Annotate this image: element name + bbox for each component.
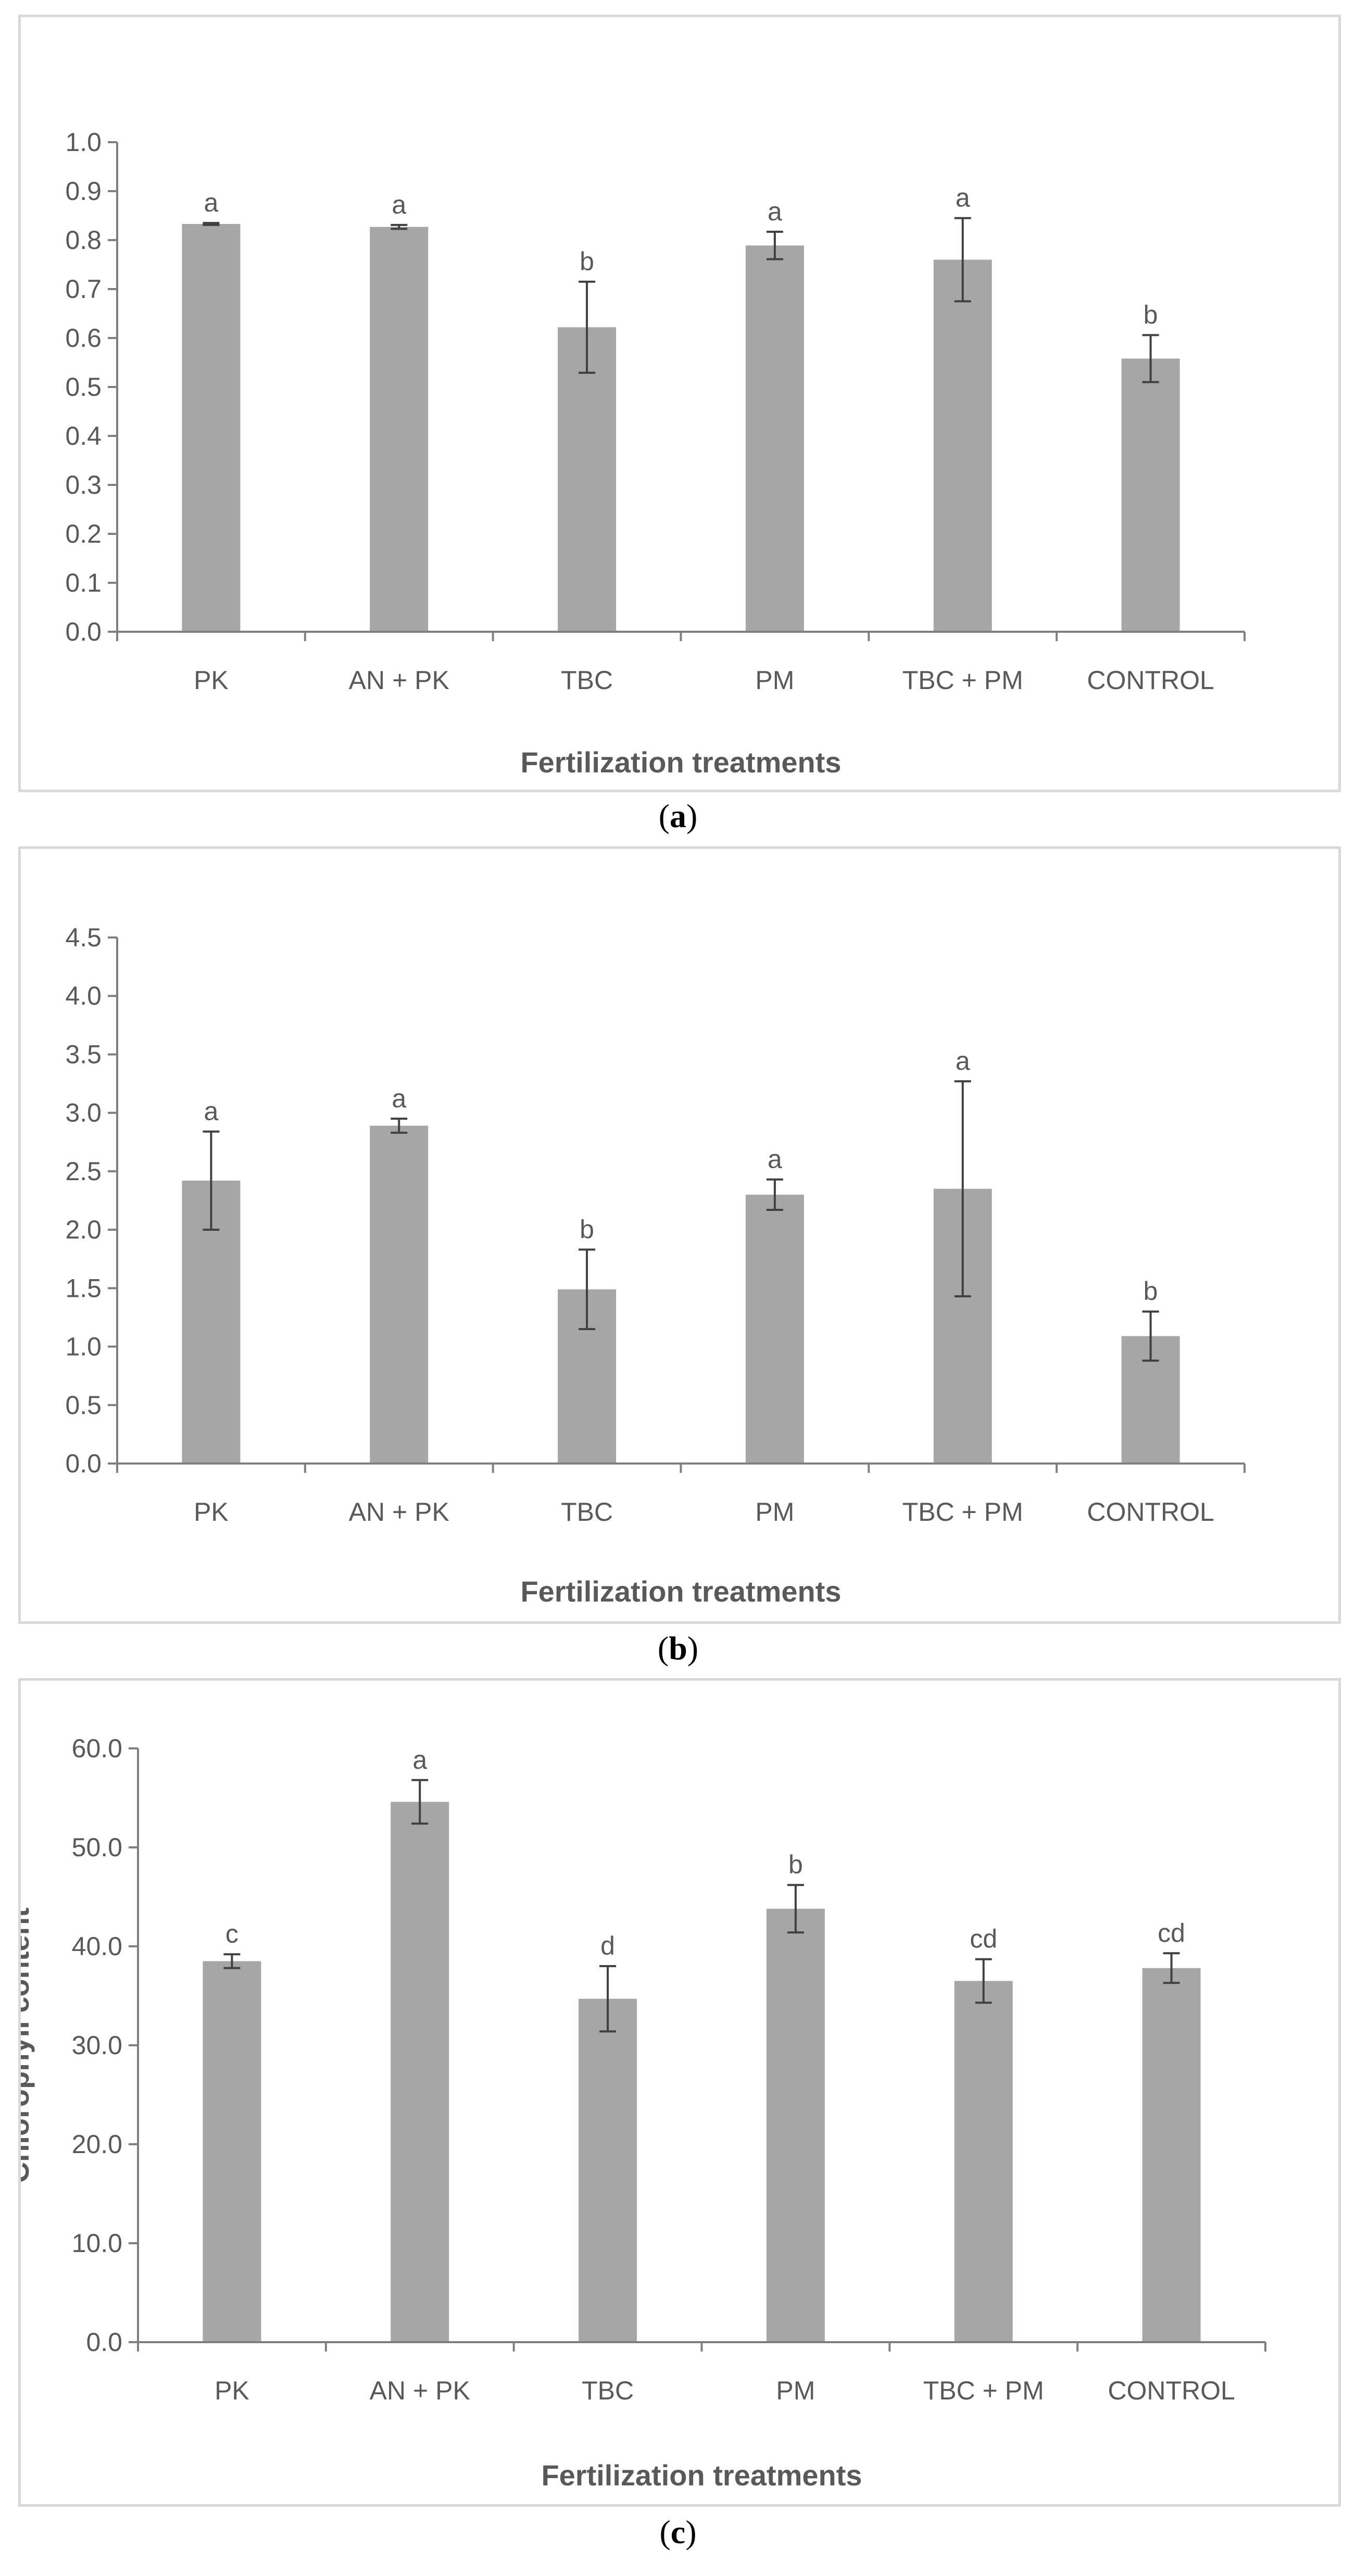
significance-letter: cd: [970, 1924, 997, 1954]
significance-letter: a: [392, 190, 406, 219]
caption-b: (b): [657, 1630, 699, 1667]
bar: [203, 1961, 261, 2342]
bar: [370, 227, 429, 632]
significance-letter: b: [1144, 1277, 1158, 1306]
y-tick-label: 1.0: [65, 128, 102, 157]
x-tick-label: TBC + PM: [923, 2376, 1044, 2405]
y-tick-label: 0.5: [65, 1391, 102, 1420]
chart-a: 0.0 0.1 0.2 0.3 0.4 0.5 0.6 0.7 0.8 0.9 1.0 a PK a AN …: [65, 128, 1246, 779]
significance-letter: c: [225, 1919, 238, 1948]
significance-letter: a: [768, 197, 782, 226]
x-tick-label: CONTROL: [1108, 2376, 1235, 2405]
significance-letter: a: [768, 1145, 782, 1174]
y-tick-label: 2.5: [65, 1157, 102, 1186]
x-tick-label: TBC + PM: [902, 666, 1023, 695]
y-tick-label: 10.0: [72, 2229, 122, 2258]
x-axis-title: Fertilization treatments: [541, 2459, 862, 2492]
chart-c: 0.0 10.0 20.0 30.0 40.0 50.0 60.0 c PK a AN + PK d T…: [21, 1734, 1266, 2492]
significance-letter: b: [580, 247, 594, 276]
x-tick-label: CONTROL: [1087, 1497, 1214, 1527]
x-tick-label: PM: [776, 2376, 815, 2405]
x-tick-label: PK: [215, 2376, 249, 2405]
y-tick-label: 0.7: [65, 274, 102, 304]
x-axis-title: Fertilization treatments: [520, 746, 841, 779]
y-tick-label: 40.0: [72, 1932, 122, 1961]
x-tick-label: PK: [194, 666, 229, 695]
chart-b: 0.0 0.5 1.0 1.5 2.0 2.5 3.0 3.5 4.0 4.5 a PK a AN + P…: [65, 923, 1246, 1608]
bar: [933, 259, 992, 632]
significance-letter: b: [580, 1215, 594, 1244]
y-tick-label: 0.9: [65, 177, 102, 206]
y-tick-label: 0.0: [86, 2328, 122, 2357]
significance-letter: b: [1144, 300, 1158, 329]
y-tick-label: 0.0: [65, 1449, 102, 1478]
significance-letter: d: [600, 1931, 615, 1960]
y-tick-label: 2.0: [65, 1215, 102, 1244]
y-tick-label: 0.1: [65, 568, 102, 597]
y-tick-label: 0.3: [65, 470, 102, 499]
bar: [182, 223, 241, 632]
bar: [745, 245, 804, 632]
bar: [391, 1802, 449, 2342]
y-tick-label: 0.6: [65, 323, 102, 353]
y-tick-label: 0.5: [65, 372, 102, 402]
y-tick-label: 3.5: [65, 1040, 102, 1069]
x-tick-label: TBC: [561, 666, 613, 695]
significance-letter: a: [956, 1046, 970, 1076]
significance-letter: cd: [1158, 1918, 1185, 1947]
bar: [558, 327, 617, 632]
chart-panel-a: 0.0 0.1 0.2 0.3 0.4 0.5 0.6 0.7 0.8 0.9 1.0 a PK a AN …: [18, 15, 1341, 792]
y-tick-label: 0.4: [65, 421, 102, 451]
bar: [1121, 358, 1180, 632]
y-tick-label: 4.5: [65, 923, 102, 952]
y-tick-label: 20.0: [72, 2130, 122, 2159]
significance-letter: a: [956, 183, 970, 212]
x-tick-label: PM: [755, 666, 794, 695]
x-axis-title: Fertilization treatments: [520, 1575, 841, 1608]
significance-letter: a: [412, 1745, 427, 1774]
significance-letter: a: [204, 1097, 219, 1126]
chart-panel-b: 0.0 0.5 1.0 1.5 2.0 2.5 3.0 3.5 4.0 4.5 a PK a AN + P…: [18, 846, 1341, 1624]
y-tick-label: 50.0: [72, 1833, 122, 1862]
x-tick-label: PK: [194, 1497, 229, 1527]
x-tick-label: AN + PK: [370, 2376, 470, 2405]
y-tick-label: 3.0: [65, 1098, 102, 1128]
significance-letter: a: [204, 188, 219, 217]
significance-letter: b: [788, 1850, 803, 1879]
y-tick-label: 30.0: [72, 2031, 122, 2060]
x-tick-label: TBC + PM: [902, 1497, 1023, 1527]
y-tick-label: 0.0: [65, 617, 102, 646]
y-tick-label: 1.0: [65, 1332, 102, 1361]
bar: [579, 1998, 637, 2342]
bar: [954, 1981, 1013, 2342]
bar: [370, 1126, 429, 1464]
x-tick-label: AN + PK: [349, 666, 449, 695]
bar: [745, 1194, 804, 1464]
x-tick-label: TBC: [582, 2376, 634, 2405]
y-axis-title: Chlorophyll content: [21, 1908, 35, 2183]
caption-c: (c): [659, 2514, 697, 2550]
caption-a: (a): [658, 797, 698, 834]
y-tick-label: 0.8: [65, 226, 102, 255]
x-tick-label: CONTROL: [1087, 666, 1214, 695]
y-tick-label: 4.0: [65, 981, 102, 1010]
y-tick-label: 1.5: [65, 1273, 102, 1303]
bar: [766, 1908, 825, 2342]
x-tick-label: TBC: [561, 1497, 613, 1527]
significance-letter: a: [392, 1084, 406, 1113]
chart-panel-c: 0.0 10.0 20.0 30.0 40.0 50.0 60.0 c PK a AN + PK d T…: [18, 1678, 1341, 2507]
y-tick-label: 0.2: [65, 519, 102, 548]
bar: [1142, 1968, 1201, 2342]
x-tick-label: PM: [755, 1497, 794, 1527]
x-tick-label: AN + PK: [349, 1497, 449, 1527]
y-tick-label: 60.0: [72, 1734, 122, 1763]
